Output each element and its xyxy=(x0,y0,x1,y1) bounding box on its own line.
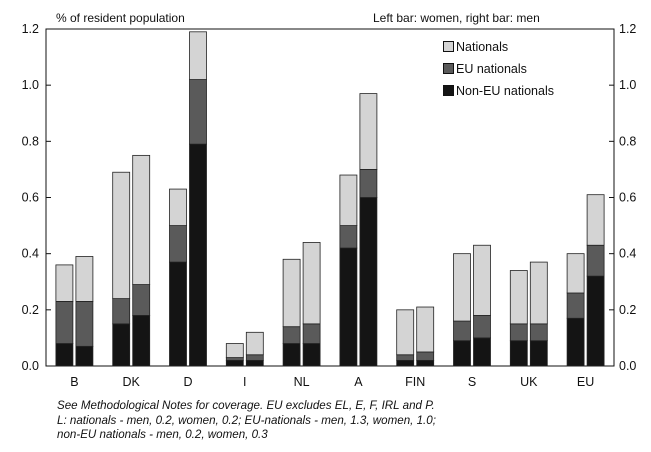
bar-segment xyxy=(75,345,94,367)
legend-label-eu-nationals: EU nationals xyxy=(456,62,527,76)
bar-segment xyxy=(529,323,548,342)
bar-segment xyxy=(245,359,264,367)
bar-segment xyxy=(225,343,244,358)
bar-segment xyxy=(509,270,528,325)
bar-segment xyxy=(416,306,435,353)
bar-segment xyxy=(473,315,491,339)
y-tick-label-right: 0.6 xyxy=(619,191,636,205)
bar-segment xyxy=(55,343,74,367)
bar-segment xyxy=(245,354,264,361)
legend-label-non-eu-nationals: Non-EU nationals xyxy=(456,84,554,98)
bar-segment xyxy=(359,169,378,198)
bar-segment xyxy=(453,340,471,367)
footnote-line: See Methodological Notes for coverage. E… xyxy=(57,399,435,412)
bar-segment xyxy=(189,143,207,367)
bar-segment xyxy=(566,292,585,319)
x-tick-label: A xyxy=(354,375,363,389)
bar-segment xyxy=(566,253,585,294)
bar-segment xyxy=(509,340,528,367)
bar-segment xyxy=(282,258,301,328)
bar-segment xyxy=(529,340,548,367)
bar-order-note: Left bar: women, right bar: men xyxy=(373,11,540,25)
bar-segment xyxy=(586,194,605,246)
bar-segment xyxy=(282,343,301,367)
bar-segment xyxy=(359,93,378,170)
bar-segment xyxy=(302,343,321,367)
bar-segment xyxy=(112,298,131,325)
bar-segment xyxy=(225,359,244,367)
bar-segment xyxy=(396,309,415,356)
bar-segment xyxy=(396,354,415,361)
y-tick-label-left: 0.6 xyxy=(22,191,39,205)
bar-segment xyxy=(112,323,131,367)
x-tick-label: B xyxy=(70,375,78,389)
x-tick-label: S xyxy=(468,375,476,389)
y-tick-label-right: 1.0 xyxy=(619,78,636,92)
y-tick-label-right: 1.2 xyxy=(619,22,636,36)
x-tick-label: I xyxy=(243,375,246,389)
bar-segment xyxy=(396,359,415,367)
footnote-line: non-EU nationals - men, 0.2, women, 0.3 xyxy=(57,428,268,441)
bar-segment xyxy=(586,244,605,277)
footnotes: See Methodological Notes for coverage. E… xyxy=(57,399,436,443)
bar-segment xyxy=(453,320,471,342)
x-tick-label: DK xyxy=(123,375,141,389)
bar-segment xyxy=(132,284,151,316)
y-tick-label-left: 1.2 xyxy=(22,22,39,36)
x-tick-label: EU xyxy=(577,375,594,389)
bar-segment xyxy=(302,323,321,344)
y-tick-label-left: 0.8 xyxy=(22,134,39,148)
unit-label: % of resident population xyxy=(56,11,185,25)
y-tick-label-left: 0.2 xyxy=(22,303,39,317)
bar-segment xyxy=(339,174,358,226)
bar-segment xyxy=(282,326,301,344)
bar-segment xyxy=(189,79,207,145)
bar-segment xyxy=(566,317,585,367)
bar-segment xyxy=(132,154,151,285)
bar-segment xyxy=(473,244,491,316)
y-tick-label-right: 0.4 xyxy=(619,247,636,261)
bar-segment xyxy=(473,337,491,367)
y-tick-label-left: 0.4 xyxy=(22,247,39,261)
x-tick-label: UK xyxy=(520,375,538,389)
y-tick-label-left: 0.0 xyxy=(22,359,39,373)
x-tick-label: NL xyxy=(294,375,310,389)
y-tick-label-right: 0.8 xyxy=(619,134,636,148)
y-tick-label-right: 0.2 xyxy=(619,303,636,317)
bar-segment xyxy=(169,188,187,226)
bar-segment xyxy=(453,253,471,322)
bar-segment xyxy=(132,315,151,367)
legend-label-nationals: Nationals xyxy=(456,40,509,54)
bar-segment xyxy=(55,301,74,344)
bar-segment xyxy=(416,351,435,361)
y-tick-label-left: 1.0 xyxy=(22,78,39,92)
bar-segment xyxy=(245,331,264,356)
bar-segment xyxy=(302,242,321,325)
bar-segment xyxy=(416,359,435,367)
bar-segment xyxy=(529,261,548,325)
bar-segment xyxy=(339,225,358,249)
bar-segment xyxy=(75,256,94,302)
bar-segment xyxy=(225,357,244,361)
bar-segment xyxy=(169,225,187,263)
bar-segment xyxy=(339,247,358,367)
legend-swatch-nationals xyxy=(443,41,454,52)
bar-segment xyxy=(189,31,207,80)
plot-frame xyxy=(45,28,615,367)
x-tick-label: D xyxy=(183,375,192,389)
y-tick-label-right: 0.0 xyxy=(619,359,636,373)
bar-segment xyxy=(55,264,74,302)
bar-segment xyxy=(112,171,131,300)
legend-swatch-non-eu-nationals xyxy=(443,85,454,96)
bar-segment xyxy=(75,301,94,347)
bar-segment xyxy=(509,323,528,342)
x-tick-label: FIN xyxy=(405,375,425,389)
bar-segment xyxy=(586,275,605,367)
legend-swatch-eu-nationals xyxy=(443,63,454,74)
footnote-line: L: nationals - men, 0.2, women, 0.2; EU-… xyxy=(57,413,436,427)
bar-segment xyxy=(359,197,378,367)
bar-segment xyxy=(169,261,187,367)
